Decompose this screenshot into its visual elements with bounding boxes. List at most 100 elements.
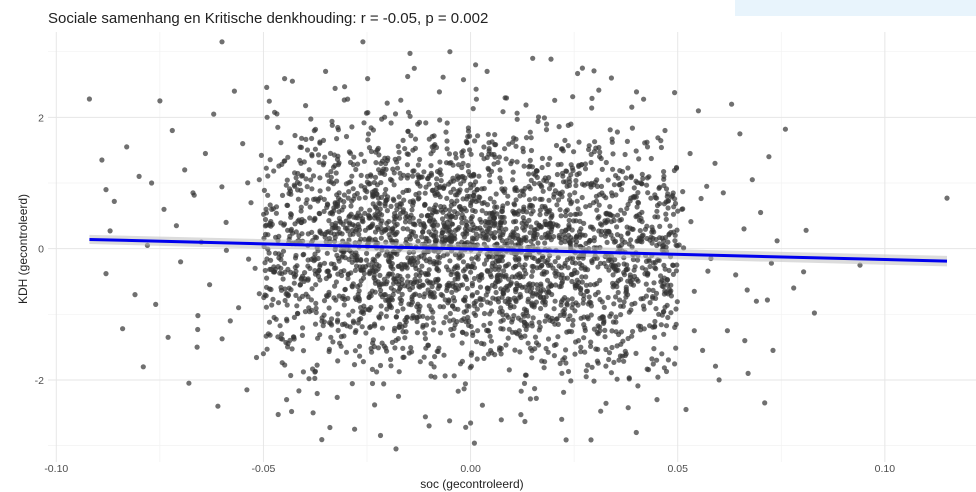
data-point (324, 250, 330, 256)
data-point (219, 39, 225, 45)
data-point (387, 271, 393, 277)
data-point (521, 163, 527, 169)
data-point (663, 211, 669, 217)
data-point (687, 150, 693, 157)
data-point (650, 260, 657, 266)
data-point (371, 321, 378, 327)
data-point (493, 255, 499, 261)
data-point (463, 424, 469, 430)
data-point (554, 171, 561, 178)
data-point (646, 174, 652, 180)
data-point (471, 275, 477, 282)
data-point (437, 330, 444, 336)
data-point (414, 318, 420, 325)
data-point (290, 230, 296, 236)
data-point (628, 237, 634, 243)
data-point (668, 282, 674, 288)
data-point (460, 231, 466, 237)
data-point (404, 151, 410, 157)
data-point (483, 257, 490, 263)
data-point (349, 259, 355, 265)
data-point (582, 161, 589, 167)
data-point (608, 75, 615, 81)
data-point (302, 309, 308, 315)
data-point (355, 161, 361, 167)
data-point (496, 225, 502, 231)
data-point (628, 174, 634, 181)
data-point (161, 206, 167, 212)
data-point (569, 296, 575, 302)
data-point (317, 211, 323, 217)
data-point (562, 263, 568, 269)
data-point (634, 204, 640, 210)
data-point (107, 228, 113, 234)
data-point (578, 349, 584, 355)
data-point (679, 206, 685, 212)
data-point (658, 144, 665, 151)
data-point (589, 95, 595, 101)
data-point (392, 345, 398, 351)
data-point (650, 235, 656, 241)
data-point (423, 120, 429, 126)
data-point (365, 131, 372, 137)
data-point (430, 309, 436, 315)
data-point (321, 196, 327, 202)
data-point (309, 186, 315, 192)
data-point (398, 175, 404, 181)
data-point (265, 192, 271, 198)
data-point (522, 323, 528, 329)
data-point (240, 141, 246, 147)
data-point (363, 257, 370, 263)
data-point (368, 324, 374, 330)
data-point (283, 182, 289, 188)
data-point (573, 178, 579, 184)
data-point (321, 260, 328, 266)
data-point (451, 373, 457, 379)
data-point (672, 238, 678, 244)
data-point (345, 275, 351, 282)
data-point (327, 150, 334, 156)
data-point (528, 135, 534, 141)
data-point (672, 232, 678, 238)
data-point (546, 186, 553, 192)
data-point (597, 149, 603, 155)
data-point (601, 304, 607, 310)
data-point (321, 208, 327, 214)
data-point (279, 271, 285, 277)
data-point (646, 287, 652, 293)
data-point (382, 200, 388, 207)
data-point (298, 204, 304, 210)
data-point (613, 314, 619, 320)
data-point (256, 177, 262, 183)
data-point (195, 326, 201, 333)
data-point (471, 440, 477, 446)
y-tick-label: -2 (35, 375, 44, 387)
data-point (622, 352, 628, 359)
data-point (333, 204, 339, 210)
data-point (326, 178, 332, 184)
data-point (296, 217, 302, 223)
data-point (529, 263, 535, 269)
data-point (537, 264, 543, 270)
data-point (611, 217, 617, 224)
data-point (442, 373, 448, 379)
data-point (522, 372, 529, 378)
data-point (448, 326, 454, 333)
data-point (509, 139, 516, 145)
data-point (470, 173, 477, 179)
data-point (455, 306, 461, 312)
data-point (370, 127, 376, 133)
data-point (392, 325, 398, 331)
data-point (340, 221, 346, 227)
data-point (422, 330, 428, 336)
data-point (157, 98, 163, 104)
data-point (599, 299, 605, 305)
data-point (319, 315, 325, 321)
data-point (598, 228, 605, 234)
data-point (645, 190, 651, 196)
data-point (571, 149, 577, 155)
data-point (618, 276, 624, 282)
data-point (537, 212, 543, 218)
data-point (553, 341, 559, 348)
data-point (552, 188, 559, 194)
